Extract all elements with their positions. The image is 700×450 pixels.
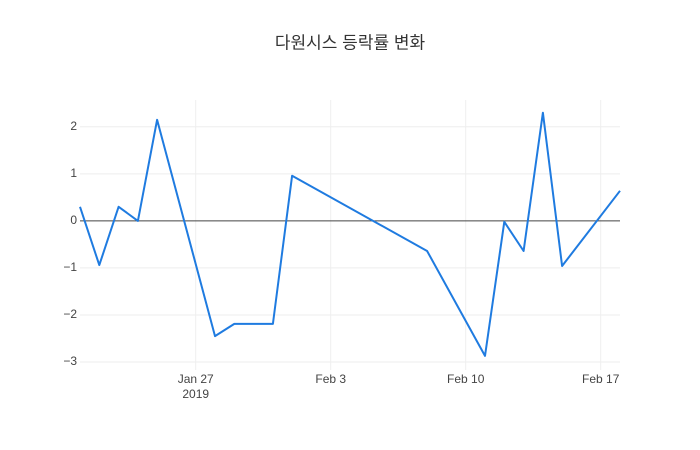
y-tick-label: −1 [63, 260, 77, 274]
chart-title: 다원시스 등락률 변화 [275, 33, 426, 52]
x-tick-label: Feb 17 [582, 372, 620, 386]
x-tick-label: Jan 27 [178, 372, 214, 386]
x-tick-label: Feb 3 [315, 372, 346, 386]
y-tick-label: −2 [63, 307, 77, 321]
y-tick-label: 0 [70, 213, 77, 227]
y-tick-label: 2 [70, 119, 77, 133]
y-tick-label: −3 [63, 354, 77, 368]
line [79, 111, 621, 357]
x-year-label: 2019 [182, 387, 209, 401]
y-tick-label: 1 [70, 166, 77, 180]
x-tick-label: Feb 10 [447, 372, 485, 386]
